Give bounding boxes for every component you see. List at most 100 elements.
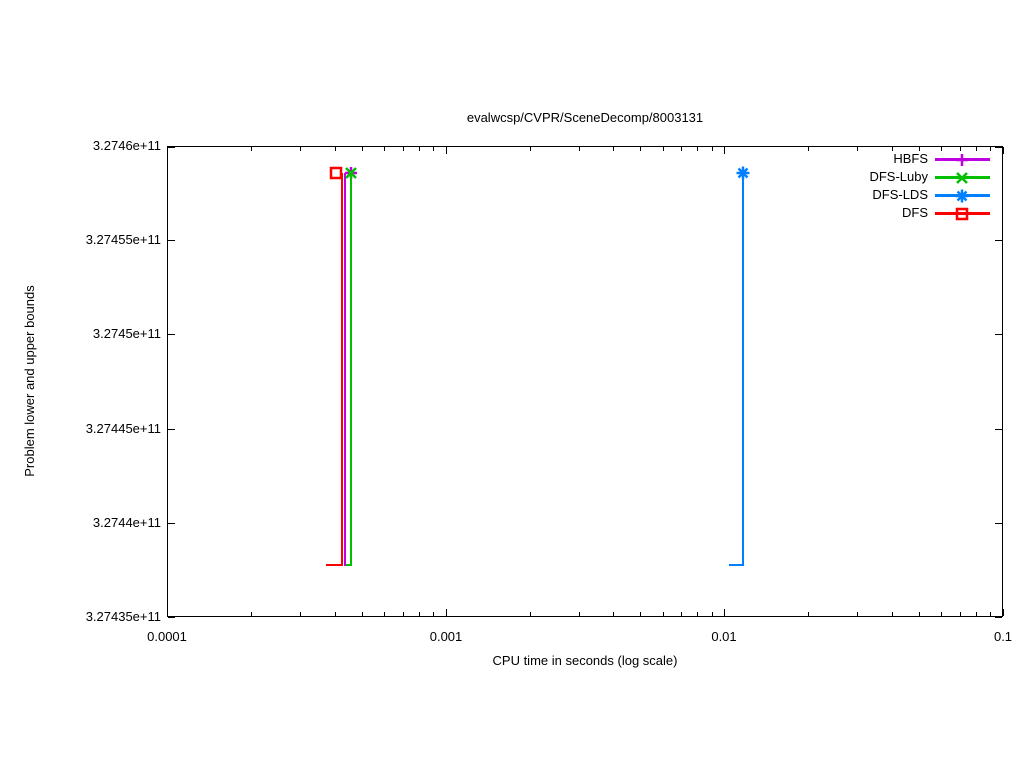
x-tick-minor bbox=[384, 612, 385, 616]
x-tick-minor bbox=[300, 612, 301, 616]
x-tick-minor bbox=[335, 612, 336, 616]
x-tick-minor-mirror bbox=[919, 147, 920, 151]
x-tick-label: 0.01 bbox=[711, 629, 737, 644]
y-tick-label: 3.27445e+11 bbox=[85, 421, 161, 436]
x-tick-minor-mirror bbox=[990, 147, 991, 151]
x-tick-minor-mirror bbox=[433, 147, 434, 151]
x-tick-major bbox=[167, 609, 168, 616]
y-tick-major-mirror bbox=[995, 523, 1002, 524]
x-tick-minor bbox=[919, 612, 920, 616]
x-tick-minor bbox=[251, 612, 252, 616]
y-tick-label: 3.2744e+11 bbox=[92, 515, 161, 530]
x-tick-minor bbox=[681, 612, 682, 616]
x-tick-minor-mirror bbox=[530, 147, 531, 151]
x-tick-major-mirror bbox=[1003, 147, 1004, 154]
x-tick-label: 0.001 bbox=[429, 629, 463, 644]
series-jump-line-dfs-luby bbox=[349, 173, 352, 567]
plot-area bbox=[167, 146, 1004, 618]
x-tick-minor bbox=[941, 612, 942, 616]
x-tick-minor bbox=[712, 612, 713, 616]
plus-marker-icon bbox=[954, 152, 970, 168]
x-tick-minor bbox=[579, 612, 580, 616]
x-tick-major-mirror bbox=[446, 147, 447, 154]
x-tick-minor bbox=[697, 612, 698, 616]
y-tick-label: 3.27435e+11 bbox=[85, 609, 161, 624]
series-lower-bound-leg-dfs-luby bbox=[345, 564, 352, 567]
y-tick-major bbox=[168, 523, 175, 524]
x-tick-minor-mirror bbox=[335, 147, 336, 151]
x-tick-major bbox=[724, 609, 725, 616]
legend-item-dfs: DFS bbox=[728, 205, 990, 223]
x-tick-minor-mirror bbox=[697, 147, 698, 151]
y-tick-label: 3.27455e+11 bbox=[85, 232, 161, 247]
y-tick-major bbox=[168, 334, 175, 335]
y-tick-major-mirror bbox=[995, 429, 1002, 430]
x-tick-label: 0.1 bbox=[993, 629, 1013, 644]
x-axis-label: CPU time in seconds (log scale) bbox=[492, 653, 678, 668]
x-tick-minor bbox=[976, 612, 977, 616]
x-tick-minor-mirror bbox=[419, 147, 420, 151]
x-tick-minor bbox=[663, 612, 664, 616]
asterisk-marker-icon bbox=[954, 188, 970, 204]
legend-label-dfs-lds: DFS-LDS bbox=[872, 187, 928, 202]
x-tick-minor bbox=[990, 612, 991, 616]
x-tick-minor bbox=[640, 612, 641, 616]
x-tick-minor-mirror bbox=[857, 147, 858, 151]
x-tick-minor-mirror bbox=[808, 147, 809, 151]
series-jump-line-dfs-lds bbox=[742, 173, 745, 567]
x-tick-minor bbox=[808, 612, 809, 616]
series-jump-line-hbfs bbox=[343, 173, 346, 567]
cross-marker-icon bbox=[954, 170, 970, 186]
y-tick-major-mirror bbox=[995, 617, 1002, 618]
x-tick-minor-mirror bbox=[613, 147, 614, 151]
series-lower-bound-leg-dfs-lds bbox=[728, 564, 745, 567]
x-tick-minor bbox=[419, 612, 420, 616]
x-tick-minor-mirror bbox=[892, 147, 893, 151]
open-square-marker-icon bbox=[954, 206, 970, 222]
x-tick-minor-mirror bbox=[579, 147, 580, 151]
y-tick-major bbox=[168, 147, 175, 148]
x-tick-major bbox=[446, 609, 447, 616]
legend-label-dfs: DFS bbox=[902, 205, 928, 220]
legend-line-sample bbox=[935, 212, 990, 215]
x-tick-minor bbox=[362, 612, 363, 616]
x-tick-minor-mirror bbox=[362, 147, 363, 151]
x-tick-major bbox=[1003, 609, 1004, 616]
y-tick-major-mirror bbox=[995, 147, 1002, 148]
x-tick-minor bbox=[530, 612, 531, 616]
x-tick-minor bbox=[960, 612, 961, 616]
legend-item-dfs-luby: DFS-Luby bbox=[728, 169, 990, 187]
legend-label-dfs-luby: DFS-Luby bbox=[869, 169, 928, 184]
y-tick-major bbox=[168, 617, 175, 618]
x-tick-minor-mirror bbox=[251, 147, 252, 151]
x-tick-minor-mirror bbox=[976, 147, 977, 151]
x-tick-minor-mirror bbox=[960, 147, 961, 151]
series-lower-bound-leg-dfs bbox=[326, 564, 343, 567]
x-tick-major-mirror bbox=[724, 147, 725, 154]
asterisk-marker-icon bbox=[735, 165, 751, 181]
y-tick-major bbox=[168, 240, 175, 241]
series-jump-line-dfs bbox=[340, 173, 343, 567]
x-tick-minor-mirror bbox=[403, 147, 404, 151]
y-tick-label: 3.2746e+11 bbox=[92, 138, 161, 153]
open-square-marker-icon bbox=[328, 165, 344, 181]
x-tick-minor bbox=[857, 612, 858, 616]
legend-label-hbfs: HBFS bbox=[893, 151, 928, 166]
y-tick-major-mirror bbox=[995, 240, 1002, 241]
x-tick-major-mirror bbox=[167, 147, 168, 154]
y-axis-label: Problem lower and upper bounds bbox=[22, 285, 37, 477]
x-tick-minor-mirror bbox=[941, 147, 942, 151]
x-tick-minor-mirror bbox=[663, 147, 664, 151]
x-tick-minor bbox=[613, 612, 614, 616]
x-tick-minor bbox=[892, 612, 893, 616]
x-tick-minor-mirror bbox=[712, 147, 713, 151]
x-tick-minor-mirror bbox=[384, 147, 385, 151]
x-tick-minor-mirror bbox=[640, 147, 641, 151]
y-tick-major bbox=[168, 429, 175, 430]
y-tick-major-mirror bbox=[995, 334, 1002, 335]
cross-marker-icon bbox=[343, 165, 359, 181]
x-tick-minor-mirror bbox=[300, 147, 301, 151]
y-tick-label: 3.2745e+11 bbox=[92, 326, 161, 341]
x-tick-label: 0.0001 bbox=[147, 629, 187, 644]
